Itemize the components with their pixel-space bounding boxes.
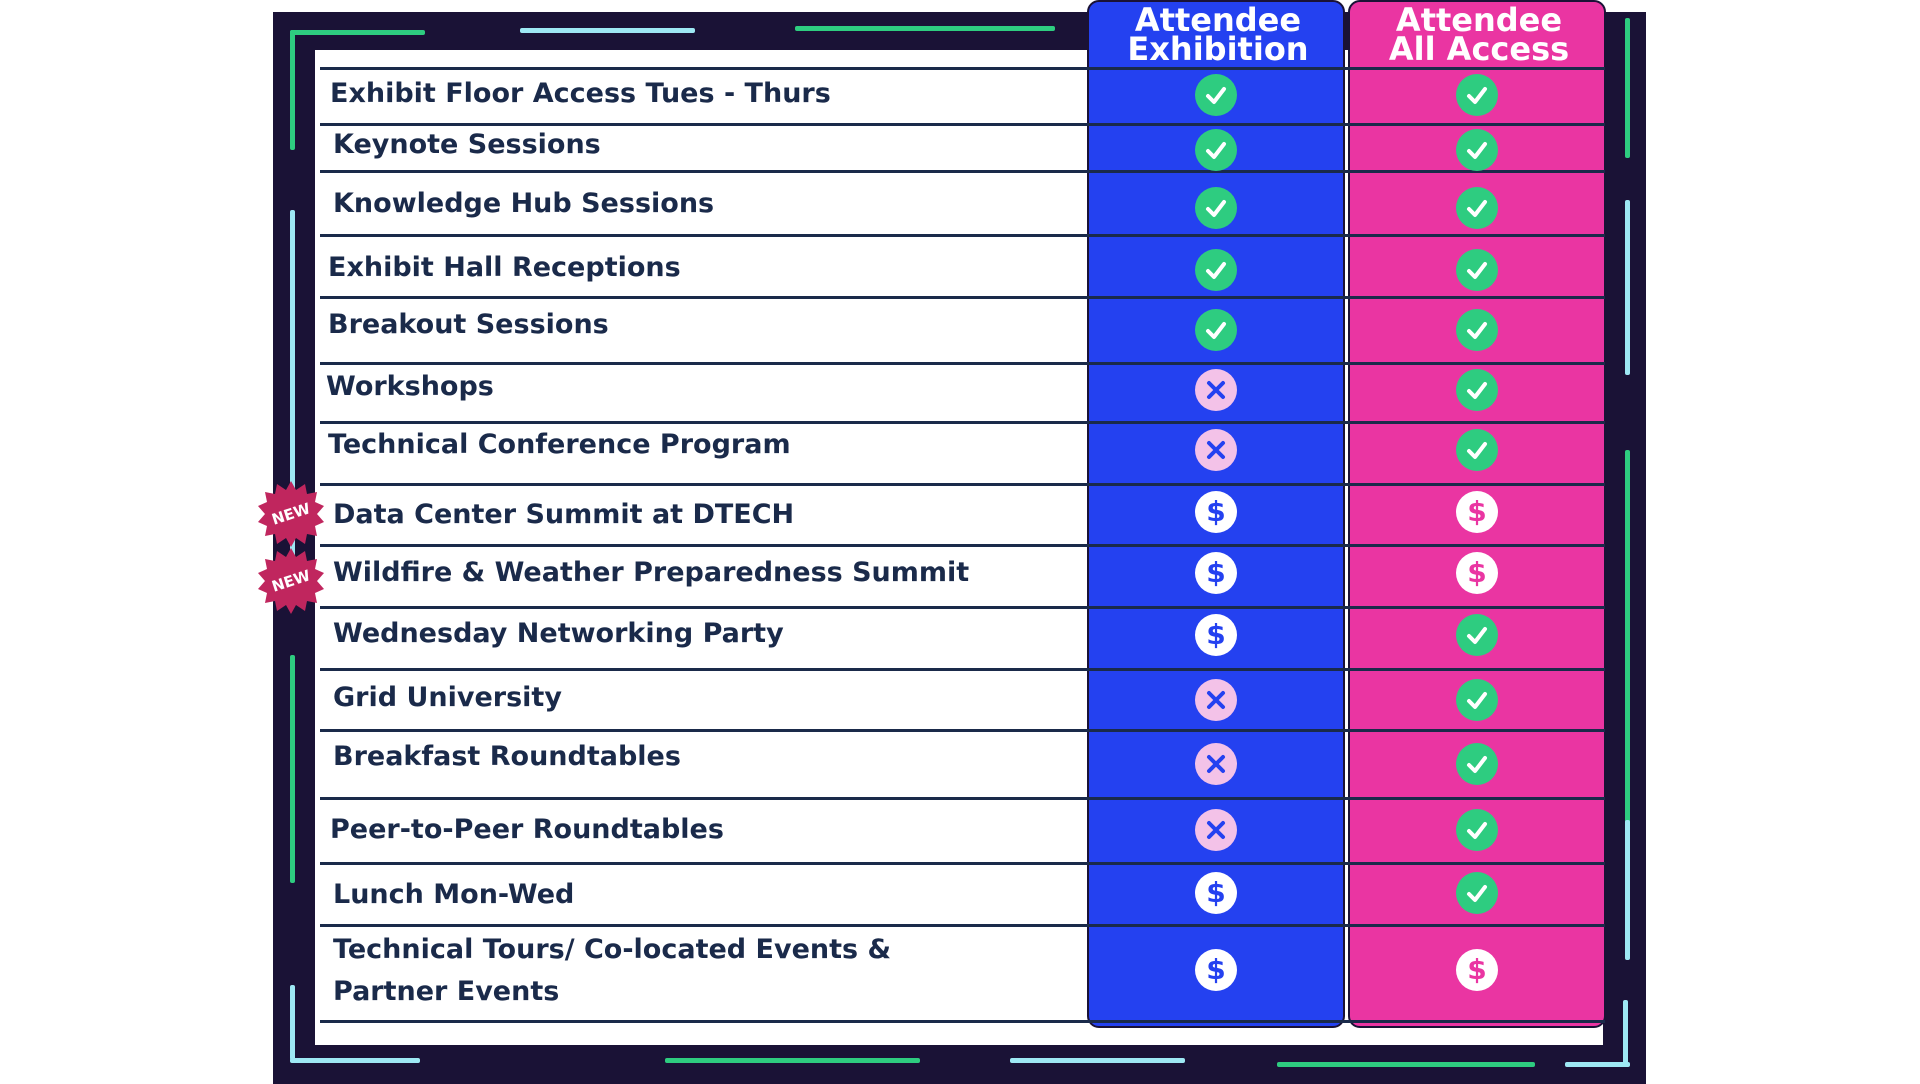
check-icon xyxy=(1456,129,1498,171)
dollar-icon: $ xyxy=(1195,552,1237,594)
row-divider xyxy=(320,67,1605,70)
row-label: Peer-to-Peer Roundtables xyxy=(330,814,724,845)
row-divider xyxy=(320,362,1605,365)
check-icon xyxy=(1195,249,1237,291)
dollar-icon: $ xyxy=(1195,491,1237,533)
decor-line xyxy=(1010,1058,1185,1063)
check-icon xyxy=(1456,614,1498,656)
row-label: Data Center Summit at DTECH xyxy=(333,499,795,530)
decor-line xyxy=(1625,18,1630,158)
dollar-icon: $ xyxy=(1195,614,1237,656)
new-badge: NEW xyxy=(258,548,324,614)
check-icon xyxy=(1456,679,1498,721)
decor-line xyxy=(1625,820,1630,960)
decor-line xyxy=(1277,1062,1535,1067)
cross-icon xyxy=(1195,369,1237,411)
column-header-exhibition: Attendee Exhibition xyxy=(1089,1,1347,68)
row-divider xyxy=(320,606,1605,609)
check-icon xyxy=(1456,809,1498,851)
row-divider xyxy=(320,483,1605,486)
dollar-icon: $ xyxy=(1456,491,1498,533)
starburst-icon xyxy=(258,481,324,547)
starburst-icon xyxy=(258,548,324,614)
decor-line xyxy=(290,1058,420,1063)
dollar-icon: $ xyxy=(1456,552,1498,594)
row-label: Wednesday Networking Party xyxy=(333,618,784,649)
row-divider xyxy=(320,797,1605,800)
decor-line xyxy=(1625,200,1630,375)
row-label: Grid University xyxy=(333,682,562,713)
check-icon xyxy=(1456,249,1498,291)
column-header-line1: Attendee xyxy=(1395,1,1563,39)
decor-line xyxy=(290,30,425,35)
check-icon xyxy=(1456,429,1498,471)
decor-line xyxy=(1625,450,1630,870)
check-icon xyxy=(1195,309,1237,351)
decor-line xyxy=(290,210,295,600)
cross-icon xyxy=(1195,743,1237,785)
column-header-all-access: Attendee All Access xyxy=(1350,1,1608,68)
column-header-line2: All Access xyxy=(1388,30,1570,68)
row-label: Technical Tours/ Co-located Events & Par… xyxy=(333,934,892,1007)
decor-line xyxy=(1565,1062,1630,1067)
decor-line xyxy=(1623,1000,1628,1067)
cross-icon xyxy=(1195,429,1237,471)
row-divider xyxy=(320,234,1605,237)
check-icon xyxy=(1456,872,1498,914)
dollar-icon: $ xyxy=(1456,949,1498,991)
row-label: Lunch Mon-Wed xyxy=(333,879,575,910)
decor-line xyxy=(290,655,295,883)
row-label: Knowledge Hub Sessions xyxy=(333,188,715,219)
row-divider xyxy=(320,1020,1605,1023)
column-header-line2: Exhibition xyxy=(1127,30,1309,68)
row-divider xyxy=(320,296,1605,299)
row-divider xyxy=(320,170,1605,173)
decor-line xyxy=(665,1058,920,1063)
row-divider xyxy=(320,421,1605,424)
new-badge: NEW xyxy=(258,481,324,547)
cross-icon xyxy=(1195,679,1237,721)
row-label: Wildfire & Weather Preparedness Summit xyxy=(333,557,970,588)
decor-line xyxy=(795,26,1055,31)
check-icon xyxy=(1195,74,1237,116)
row-divider xyxy=(320,862,1605,865)
check-icon xyxy=(1456,309,1498,351)
dollar-icon: $ xyxy=(1195,872,1237,914)
row-label: Breakfast Roundtables xyxy=(333,741,681,772)
check-icon xyxy=(1195,187,1237,229)
row-label: Keynote Sessions xyxy=(333,129,601,160)
row-label: Technical Conference Program xyxy=(328,429,791,460)
check-icon xyxy=(1456,74,1498,116)
row-divider xyxy=(320,924,1605,927)
row-label: Breakout Sessions xyxy=(328,309,609,340)
row-divider xyxy=(320,729,1605,732)
row-label: Workshops xyxy=(326,371,494,402)
row-label: Exhibit Floor Access Tues - Thurs xyxy=(330,78,831,109)
check-icon xyxy=(1195,129,1237,171)
row-divider xyxy=(320,668,1605,671)
decor-line xyxy=(520,28,695,33)
cross-icon xyxy=(1195,809,1237,851)
decor-line xyxy=(290,30,295,150)
row-label: Exhibit Hall Receptions xyxy=(328,252,681,283)
check-icon xyxy=(1456,187,1498,229)
row-divider xyxy=(320,123,1605,126)
row-divider xyxy=(320,544,1605,547)
dollar-icon: $ xyxy=(1195,949,1237,991)
check-icon xyxy=(1456,369,1498,411)
decor-line xyxy=(290,985,295,1060)
column-header-line1: Attendee xyxy=(1134,1,1302,39)
check-icon xyxy=(1456,743,1498,785)
